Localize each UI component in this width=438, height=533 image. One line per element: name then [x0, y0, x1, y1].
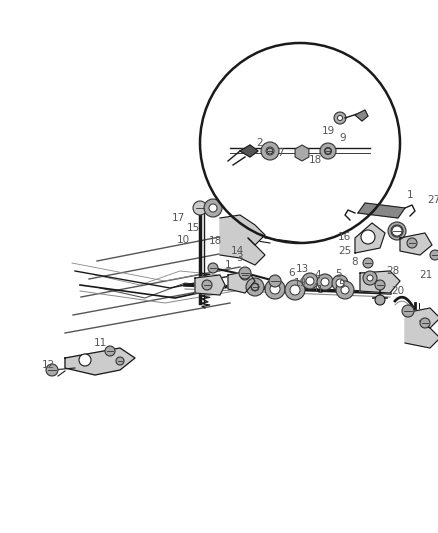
Circle shape	[245, 278, 263, 296]
Circle shape	[362, 258, 372, 268]
Circle shape	[208, 263, 218, 273]
Text: 15: 15	[186, 223, 199, 233]
Text: 27: 27	[427, 195, 438, 205]
Circle shape	[374, 280, 384, 290]
Text: 2: 2	[256, 138, 263, 148]
Circle shape	[305, 277, 313, 285]
Text: 8: 8	[351, 257, 357, 267]
Circle shape	[240, 270, 249, 280]
Circle shape	[362, 271, 376, 285]
Polygon shape	[240, 145, 258, 157]
Text: 17: 17	[171, 213, 184, 223]
Polygon shape	[354, 223, 384, 253]
Text: 19: 19	[321, 126, 334, 136]
Text: 3: 3	[235, 253, 242, 263]
Text: 21: 21	[418, 270, 431, 280]
Text: 11: 11	[93, 338, 106, 348]
Text: 16: 16	[337, 232, 350, 242]
Circle shape	[316, 274, 332, 290]
Circle shape	[268, 275, 280, 287]
Circle shape	[374, 295, 384, 305]
Polygon shape	[227, 271, 254, 293]
Text: 25: 25	[338, 246, 351, 256]
Circle shape	[340, 286, 348, 294]
Circle shape	[204, 199, 222, 217]
Polygon shape	[404, 308, 438, 348]
Text: 14: 14	[230, 246, 243, 256]
Circle shape	[290, 285, 299, 295]
Text: 5: 5	[335, 269, 342, 279]
Circle shape	[266, 148, 272, 154]
Circle shape	[419, 318, 429, 328]
Circle shape	[105, 346, 115, 356]
Circle shape	[331, 275, 347, 291]
Text: 5: 5	[338, 280, 345, 290]
Text: 10: 10	[176, 235, 189, 245]
Circle shape	[284, 280, 304, 300]
Circle shape	[387, 222, 405, 240]
Circle shape	[269, 284, 279, 294]
Circle shape	[337, 116, 342, 120]
Text: 12: 12	[41, 360, 54, 370]
Text: 18: 18	[208, 236, 221, 246]
Text: 1: 1	[224, 260, 231, 270]
Polygon shape	[359, 271, 399, 293]
Circle shape	[46, 364, 58, 376]
Text: 19: 19	[293, 278, 306, 288]
Polygon shape	[65, 348, 135, 375]
Circle shape	[301, 273, 317, 289]
Polygon shape	[354, 110, 367, 121]
Circle shape	[79, 354, 91, 366]
Text: 9: 9	[339, 133, 346, 143]
Circle shape	[319, 143, 335, 159]
Polygon shape	[399, 233, 431, 255]
Circle shape	[429, 250, 438, 260]
Circle shape	[208, 204, 216, 212]
Circle shape	[366, 275, 372, 281]
Circle shape	[201, 280, 212, 290]
Text: 20: 20	[391, 286, 404, 296]
Circle shape	[335, 281, 353, 299]
Polygon shape	[294, 145, 308, 161]
Circle shape	[401, 305, 413, 317]
Circle shape	[238, 267, 251, 279]
Polygon shape	[357, 203, 404, 218]
Text: 18: 18	[307, 155, 321, 165]
Circle shape	[391, 226, 401, 236]
Polygon shape	[219, 215, 265, 265]
Text: 13: 13	[295, 264, 308, 274]
Text: 6: 6	[288, 268, 295, 278]
Circle shape	[193, 201, 207, 215]
Circle shape	[251, 283, 258, 291]
Text: 4: 4	[314, 270, 321, 280]
Circle shape	[324, 148, 331, 155]
Text: 28: 28	[385, 266, 399, 276]
Circle shape	[333, 112, 345, 124]
Circle shape	[320, 278, 328, 286]
Circle shape	[324, 148, 330, 154]
Text: 7: 7	[276, 148, 283, 158]
Polygon shape	[194, 275, 225, 295]
Circle shape	[265, 147, 273, 155]
Circle shape	[265, 279, 284, 299]
Circle shape	[390, 225, 402, 237]
Circle shape	[261, 142, 279, 160]
Circle shape	[116, 357, 124, 365]
Circle shape	[406, 238, 416, 248]
Circle shape	[335, 279, 343, 287]
Circle shape	[360, 230, 374, 244]
Text: 4: 4	[311, 283, 318, 293]
Circle shape	[251, 284, 258, 290]
Text: 1: 1	[316, 285, 322, 295]
Text: 1: 1	[406, 190, 412, 200]
